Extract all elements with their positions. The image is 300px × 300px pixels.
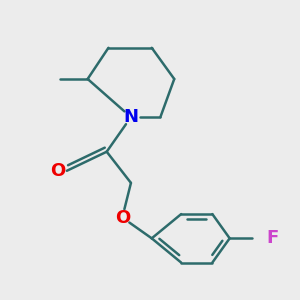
Text: O: O [115,208,130,226]
Text: O: O [51,162,66,180]
Text: F: F [266,229,278,247]
Text: N: N [123,108,138,126]
